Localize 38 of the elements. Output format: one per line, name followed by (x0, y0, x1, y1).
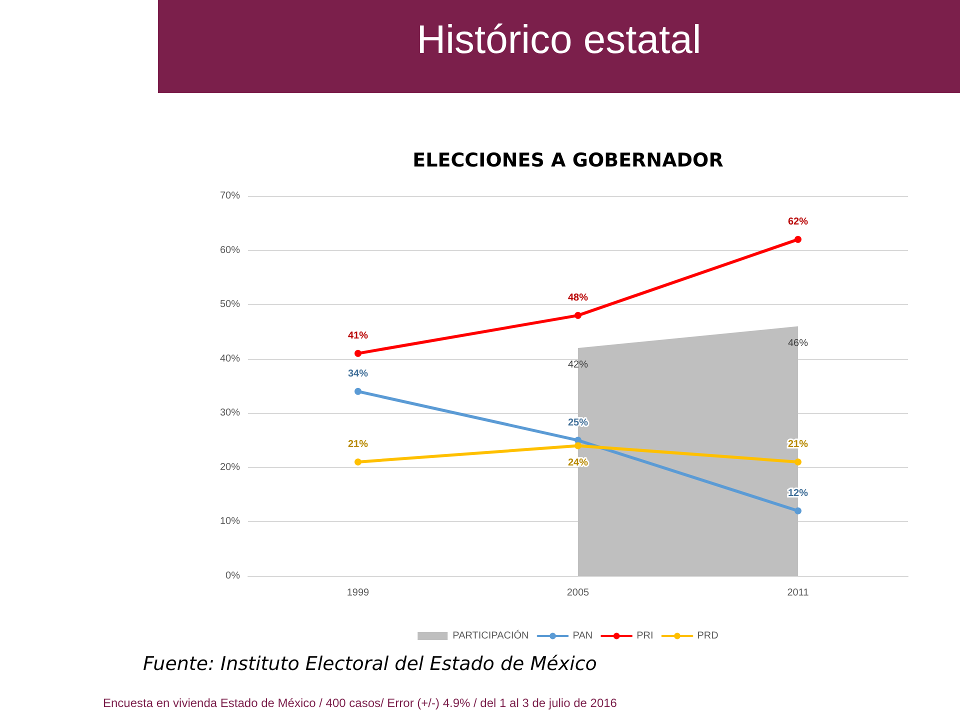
data-label: 12% (788, 488, 808, 499)
data-label: 41% (348, 330, 368, 342)
data-label: 42% (568, 360, 588, 370)
legend-label: PARTICIPACIÓN (452, 630, 529, 642)
y-tick-label: 60% (220, 244, 240, 256)
x-tick-label: 2005 (566, 588, 590, 598)
data-label: 62% (788, 216, 808, 228)
y-tick-label: 40% (220, 353, 240, 364)
y-tick-label: 0% (226, 570, 240, 582)
chart-subtitle: ELECCIONES A GOBERNADOR (412, 150, 724, 172)
point (574, 312, 582, 319)
source-note: Fuente: Instituto Electoral del Estado de México (143, 653, 597, 675)
x-tick-label: 2011 (787, 588, 810, 598)
data-label: 21% (348, 439, 368, 450)
y-tick-label: 20% (220, 462, 240, 473)
y-tick-label: 30% (220, 408, 240, 419)
y-tick-label: 50% (220, 299, 240, 310)
text: Encuesta en vivienda Estado de México / 400 casos/ Error (+/-) 4.9% / del 1 al 3 de julio de 2016 (103, 696, 617, 710)
y-tick-label: 10% (220, 516, 240, 528)
point (354, 458, 362, 466)
chart-title: Histórico estatal (416, 18, 702, 63)
point (794, 458, 802, 466)
legend-label: PRI (636, 630, 654, 642)
y-tick-label: 70% (220, 190, 240, 202)
x-tick-label: 1999 (346, 588, 370, 598)
legend-label: PRD (697, 630, 718, 642)
data-label: 34% (348, 368, 368, 380)
data-label: 24% (568, 458, 588, 469)
data-label: 46% (788, 338, 808, 349)
point (354, 388, 362, 395)
legend-label: PAN (572, 630, 593, 642)
point (794, 507, 802, 514)
data-label: 25% (568, 417, 588, 428)
point (354, 350, 362, 357)
data-label: 21% (788, 439, 808, 450)
data-label: 48% (568, 292, 588, 304)
point (574, 442, 582, 450)
point (794, 236, 802, 243)
